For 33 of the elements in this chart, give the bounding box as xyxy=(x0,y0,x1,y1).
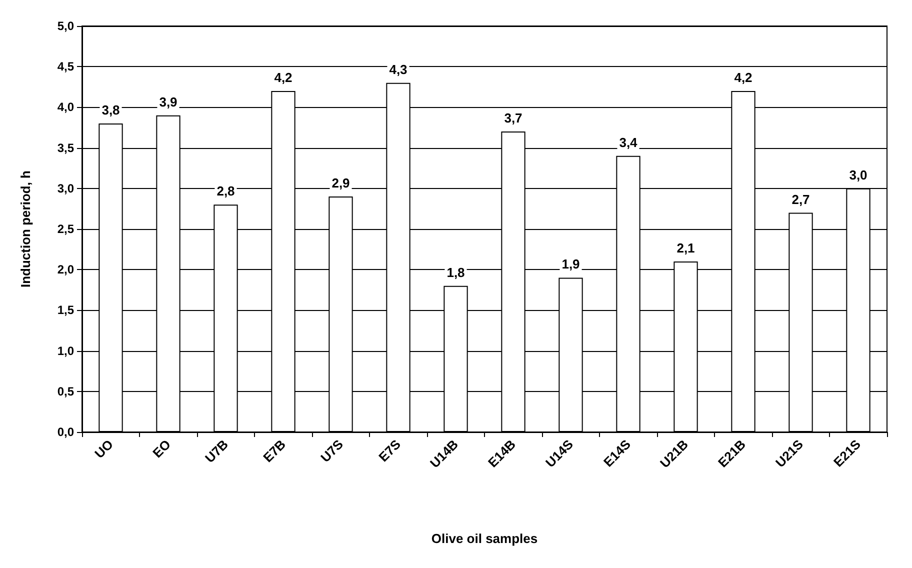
y-tick-label: 4,5 xyxy=(57,60,74,74)
y-tick-label: 2,0 xyxy=(57,262,74,277)
data-label: 3,0 xyxy=(849,167,868,182)
data-label: 2,7 xyxy=(792,192,810,207)
y-tick-label: 1,5 xyxy=(57,303,74,318)
data-label: 1,8 xyxy=(446,264,465,280)
y-tick-label: 0,0 xyxy=(57,425,74,439)
y-tick-label: 1,0 xyxy=(57,344,74,358)
data-label: 3,4 xyxy=(619,134,638,150)
y-tick-label: 0,5 xyxy=(57,384,74,398)
x-tick-label: E7B xyxy=(260,436,289,466)
y-axis-title: Induction period, h xyxy=(18,170,33,288)
y-tick-label: 4,0 xyxy=(57,100,74,114)
x-tick-label: E7S xyxy=(376,436,404,465)
data-label: 3,9 xyxy=(159,94,178,110)
x-tick-label: U7B xyxy=(202,436,232,466)
data-label: 4,2 xyxy=(274,70,292,85)
y-tick-label: 2,5 xyxy=(57,222,74,236)
x-axis-title: Olive oil samples xyxy=(431,531,538,546)
data-label: 4,3 xyxy=(389,62,408,77)
data-label: 4,2 xyxy=(734,70,752,85)
data-label: 2,1 xyxy=(676,240,695,256)
x-tick-label: UO xyxy=(92,436,116,462)
y-tick-label: 3,5 xyxy=(57,140,74,155)
data-label: 2,9 xyxy=(332,176,350,191)
data-label: 1,9 xyxy=(562,256,580,272)
x-tick-label: EO xyxy=(150,436,174,461)
data-label: 3,8 xyxy=(102,102,120,118)
data-label: 2,8 xyxy=(216,184,235,199)
x-tick-label: U7S xyxy=(318,436,346,466)
y-tick-label: 3,0 xyxy=(57,181,74,196)
data-label: 3,7 xyxy=(504,110,522,126)
y-tick-label: 5,0 xyxy=(57,19,74,33)
